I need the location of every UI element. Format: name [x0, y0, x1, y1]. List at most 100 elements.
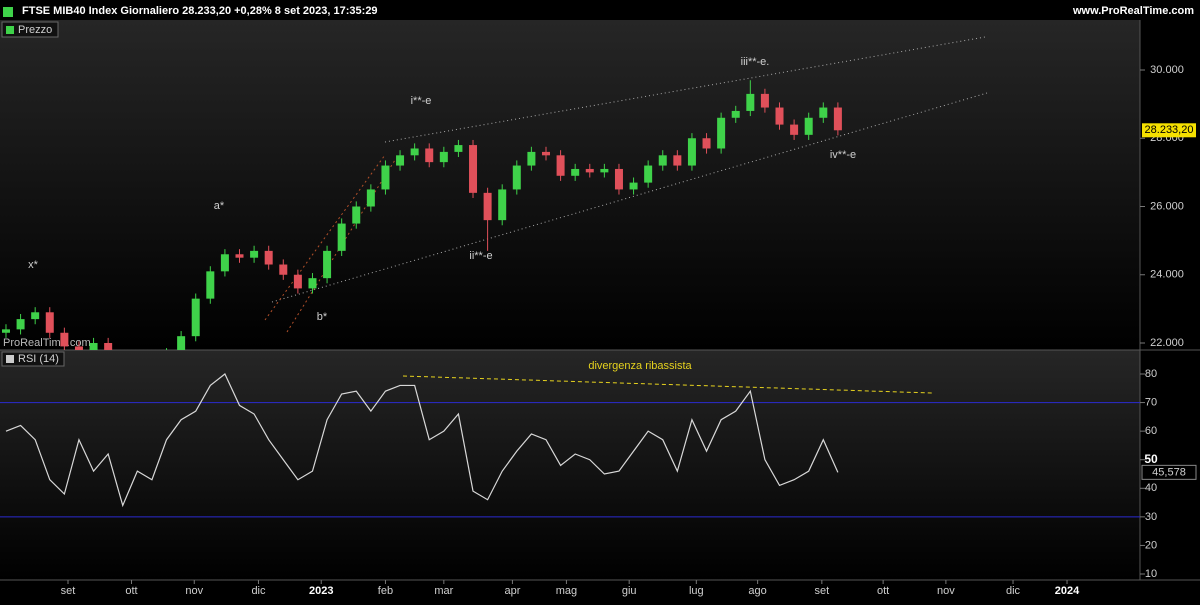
- candle-body: [74, 346, 83, 350]
- candle-body: [104, 343, 113, 350]
- candle-body: [687, 138, 696, 166]
- candle-body: [673, 155, 682, 166]
- candle-body: [396, 155, 405, 166]
- candle-body: [177, 336, 186, 350]
- x-tick-label: ott: [125, 585, 137, 597]
- candle-body: [717, 117, 726, 149]
- legend-label: RSI (14): [18, 353, 59, 365]
- candle-body: [541, 151, 550, 156]
- candle-body: [279, 264, 288, 275]
- candle-body: [381, 165, 390, 190]
- y-tick-label: 80: [1145, 368, 1157, 380]
- candle-body: [804, 117, 813, 135]
- x-tick-label: set: [814, 585, 829, 597]
- price-panel: [0, 20, 1140, 350]
- candle-body: [191, 298, 200, 337]
- annotation: divergenza ribassista: [588, 360, 692, 372]
- legend-swatch: [6, 355, 14, 363]
- y-tick-label: 60: [1145, 425, 1157, 437]
- y-tick-label: 70: [1145, 396, 1157, 408]
- candle-body: [425, 148, 434, 163]
- candle-body: [760, 93, 769, 108]
- candle-body: [498, 189, 507, 221]
- x-tick-label: dic: [251, 585, 266, 597]
- y-tick-label: 24.000: [1150, 269, 1184, 281]
- x-tick-label: dic: [1006, 585, 1021, 597]
- candle-body: [366, 189, 375, 207]
- header-site: www.ProRealTime.com: [1072, 5, 1194, 17]
- candle-body: [469, 145, 478, 193]
- wedge-line: [264, 154, 386, 321]
- candle-body: [702, 138, 711, 149]
- candle-body: [410, 148, 419, 156]
- channel-bottom: [271, 92, 988, 303]
- wave-label: a*: [214, 200, 225, 212]
- candle-body: [235, 254, 244, 258]
- candle-body: [512, 165, 521, 190]
- candle-body: [731, 110, 740, 118]
- y-tick-label: 40: [1145, 482, 1157, 494]
- last-value-box: [1141, 464, 1197, 480]
- wave-label: iv**-e: [830, 149, 856, 161]
- watermark: ProRealTime.com: [3, 337, 91, 349]
- candle-body: [746, 93, 755, 111]
- candle-body: [16, 319, 25, 330]
- candle-body: [483, 192, 492, 221]
- icon: [3, 7, 13, 17]
- candle-body: [819, 107, 828, 118]
- candle-body: [775, 107, 784, 125]
- x-tick-label: mar: [434, 585, 453, 597]
- wave-label: i**-e: [411, 95, 432, 107]
- legend-swatch: [6, 26, 14, 34]
- candle-body: [250, 250, 259, 258]
- legend-box: [1, 21, 59, 38]
- rsi-panel: [0, 350, 1140, 580]
- candle-body: [439, 151, 448, 163]
- candle-body: [790, 124, 799, 135]
- candle-body: [308, 278, 317, 289]
- candle-body: [454, 145, 463, 152]
- candle-body: [556, 155, 565, 176]
- candle-body: [264, 250, 273, 265]
- candle-body: [585, 168, 594, 173]
- candle-body: [600, 168, 609, 173]
- y-tick-label: 20: [1145, 539, 1157, 551]
- x-tick-label: 2024: [1055, 585, 1080, 597]
- x-tick-label: giu: [622, 585, 637, 597]
- candle-body: [60, 332, 69, 347]
- candle-body: [206, 271, 215, 299]
- legend-box: [1, 351, 65, 367]
- x-tick-label: lug: [689, 585, 704, 597]
- candle-body: [629, 182, 638, 190]
- channel-top: [384, 36, 986, 143]
- candle-body: [293, 274, 302, 289]
- candle-body: [89, 343, 98, 350]
- candle-body: [45, 312, 54, 333]
- x-tick-label: ago: [748, 585, 766, 597]
- legend-label: Prezzo: [18, 24, 52, 36]
- y-tick-label: 22.000: [1150, 337, 1184, 349]
- rsi-line: [5, 373, 839, 508]
- candle-body: [571, 168, 580, 176]
- x-tick-label: feb: [378, 585, 393, 597]
- wave-label: ii**-e: [469, 250, 492, 262]
- x-tick-label: mag: [556, 585, 577, 597]
- candle-body: [220, 254, 229, 272]
- y-tick-label: 26.000: [1150, 200, 1184, 212]
- candle-body: [1, 329, 10, 333]
- candles: [1, 80, 842, 350]
- wave-label: x*: [28, 259, 39, 271]
- header-title: FTSE MIB40 Index Giornaliero 28.233,20 +…: [22, 5, 378, 17]
- x-tick-label: 2023: [309, 585, 333, 597]
- wave-label: b*: [317, 311, 328, 323]
- x-tick-label: nov: [185, 585, 203, 597]
- candle-body: [644, 165, 653, 183]
- candle-body: [352, 206, 361, 224]
- candle-body: [833, 107, 842, 131]
- candle-body: [337, 223, 346, 251]
- candle-body: [614, 168, 623, 190]
- last-price-box: [1142, 123, 1196, 138]
- last-value-label: 45,578: [1152, 466, 1186, 478]
- candle-body: [323, 250, 332, 279]
- x-tick-label: apr: [504, 585, 520, 597]
